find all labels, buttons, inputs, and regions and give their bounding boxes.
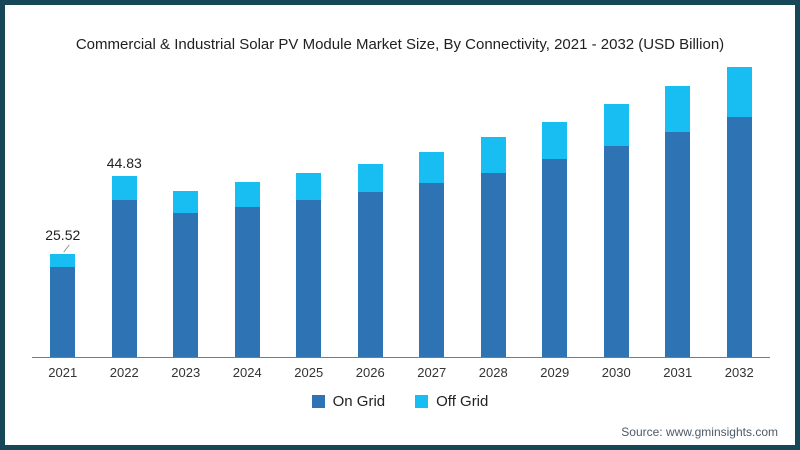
- x-tick-label-2028: 2028: [478, 365, 508, 380]
- off-grid-segment-2031: [665, 86, 691, 133]
- source-credit: Source: www.gminsights.com: [621, 425, 778, 439]
- stacked-bar-2032: [726, 66, 752, 357]
- stacked-bar-2024: [234, 181, 260, 357]
- on-grid-segment-2027: [419, 183, 445, 357]
- legend-item-off-grid: Off Grid: [415, 393, 488, 410]
- bar-slot-2028: [463, 60, 525, 357]
- bar-slot-2023: [155, 60, 217, 357]
- legend: On Grid Off Grid: [5, 393, 795, 410]
- on-grid-segment-2026: [357, 191, 383, 357]
- bar-slot-2030: [586, 60, 648, 357]
- stacked-bar-2023: [173, 190, 199, 357]
- bar-slot-2024: [217, 60, 279, 357]
- on-grid-segment-2025: [296, 200, 322, 357]
- on-grid-segment-2021: [50, 266, 76, 357]
- x-tick-label-2026: 2026: [355, 365, 385, 380]
- stacked-bar-2027: [419, 152, 445, 357]
- stacked-bar-2030: [603, 104, 629, 357]
- stacked-bar-2022: [111, 176, 137, 357]
- bar-slot-2027: [401, 60, 463, 357]
- on-grid-segment-2032: [726, 116, 752, 357]
- bar-slot-2032: [709, 60, 771, 357]
- bar-slot-2022: 44.83: [94, 60, 156, 357]
- stacked-bar-2026: [357, 164, 383, 357]
- stacked-bar-2031: [665, 86, 691, 357]
- stacked-bar-2029: [542, 122, 568, 357]
- off-grid-segment-2026: [357, 164, 383, 192]
- x-tick-label-2024: 2024: [232, 365, 262, 380]
- on-grid-segment-2030: [603, 145, 629, 357]
- off-grid-segment-2032: [726, 66, 752, 117]
- bar-slot-2031: [647, 60, 709, 357]
- x-tick-label-2030: 2030: [601, 365, 631, 380]
- legend-swatch-icon: [311, 395, 325, 408]
- on-grid-segment-2022: [111, 199, 137, 357]
- stacked-bar-2025: [296, 173, 322, 357]
- on-grid-segment-2024: [234, 206, 260, 357]
- x-tick-label-2031: 2031: [663, 365, 693, 380]
- x-tick-label-2022: 2022: [109, 365, 139, 380]
- off-grid-segment-2028: [480, 137, 506, 173]
- stacked-bar-2028: [480, 137, 506, 357]
- off-grid-segment-2021: [50, 254, 76, 267]
- bar-slot-2025: [278, 60, 340, 357]
- off-grid-segment-2024: [234, 181, 260, 207]
- on-grid-segment-2028: [480, 173, 506, 357]
- off-grid-segment-2023: [173, 190, 199, 213]
- legend-label: Off Grid: [436, 393, 489, 410]
- x-tick-label-2021: 2021: [48, 365, 78, 380]
- stacked-bar-2021: [50, 254, 76, 357]
- plot-area: 25.52 44.83: [32, 60, 770, 358]
- x-tick-label-2025: 2025: [294, 365, 324, 380]
- bar-slot-2026: [340, 60, 402, 357]
- x-tick-label-2032: 2032: [724, 365, 754, 380]
- x-tick-label-2027: 2027: [417, 365, 447, 380]
- data-label-2022: 44.83: [106, 155, 142, 172]
- off-grid-segment-2022: [111, 176, 137, 200]
- on-grid-segment-2031: [665, 132, 691, 357]
- x-axis-labels: 2021 2022 2023 2024 2025 2026 2027 2028 2029 2030…: [32, 365, 770, 380]
- off-grid-segment-2030: [603, 104, 629, 146]
- x-tick-label-2023: 2023: [171, 365, 201, 380]
- bar-slot-2021: 25.52: [32, 60, 94, 357]
- off-grid-segment-2027: [419, 152, 445, 184]
- on-grid-segment-2029: [542, 159, 568, 357]
- off-grid-segment-2029: [542, 122, 568, 160]
- label-leader-line-2021: [63, 244, 70, 253]
- legend-item-on-grid: On Grid: [311, 393, 386, 410]
- off-grid-segment-2025: [296, 173, 322, 201]
- on-grid-segment-2023: [173, 212, 199, 357]
- chart-title: Commercial & Industrial Solar PV Module …: [75, 36, 725, 53]
- legend-label: On Grid: [332, 393, 386, 410]
- bar-slot-2029: [524, 60, 586, 357]
- data-label-2021: 25.52: [45, 227, 81, 244]
- legend-swatch-icon: [415, 395, 429, 408]
- x-tick-label-2029: 2029: [540, 365, 570, 380]
